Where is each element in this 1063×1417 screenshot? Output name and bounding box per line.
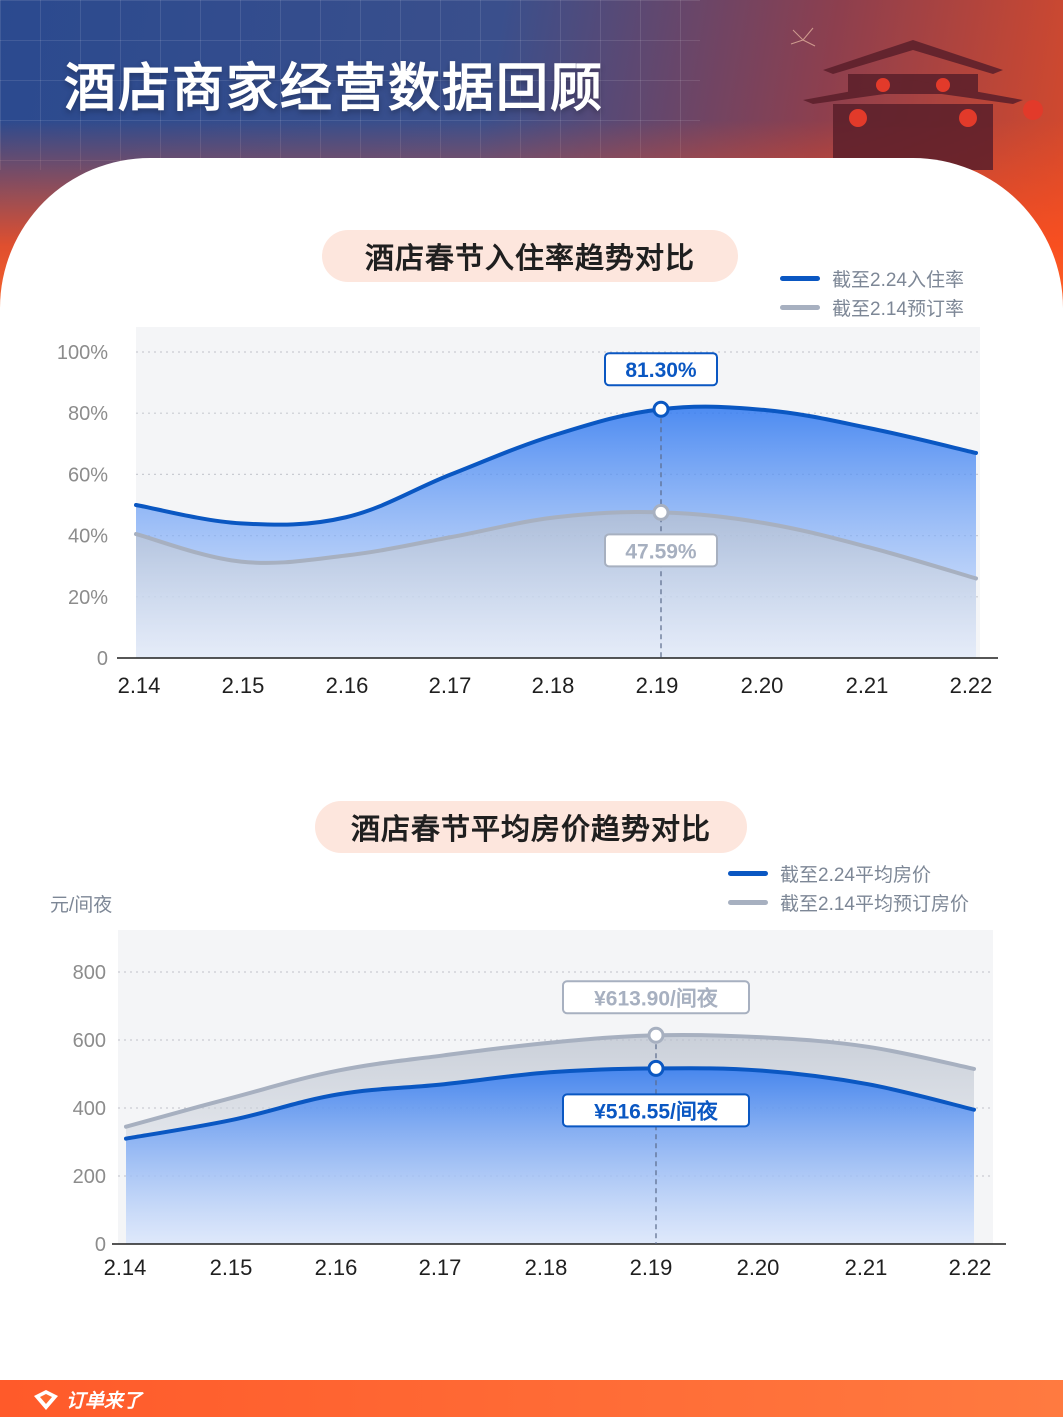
y-tick-label: 600 <box>73 1030 106 1052</box>
secondary-callout: 47.59% <box>604 533 718 568</box>
y-tick-label: 80% <box>68 403 108 425</box>
secondary-callout-box <box>562 980 750 1015</box>
secondary-highlight-point <box>652 503 670 521</box>
y-tick-label: 400 <box>73 1098 106 1120</box>
x-tick-label: 2.22 <box>949 1255 992 1280</box>
chart1-legend-secondary: 截至2.14预订率 <box>780 293 964 322</box>
legend-swatch-secondary <box>780 305 820 310</box>
y-tick-label: 60% <box>68 464 108 486</box>
x-tick-label: 2.15 <box>210 1255 253 1280</box>
y-tick-label: 20% <box>68 587 108 609</box>
x-tick-label: 2.21 <box>845 1255 888 1280</box>
chart2-legend-primary-label: 截至2.24平均房价 <box>780 865 931 886</box>
primary-series-area <box>126 1068 974 1244</box>
chart1-legend-primary-label: 截至2.24入住率 <box>832 270 964 291</box>
primary-highlight-point <box>647 1059 665 1077</box>
x-tick-label: 2.21 <box>846 673 889 698</box>
brand-name: 订单来了 <box>66 1391 143 1412</box>
chart1-title: 酒店春节入住率趋势对比 <box>322 230 738 282</box>
primary-callout-box <box>604 352 718 387</box>
x-tick-label: 2.17 <box>419 1255 462 1280</box>
chart1-legend-primary: 截至2.24入住率 <box>780 264 964 293</box>
x-tick-label: 2.19 <box>636 673 679 698</box>
chart2-title: 酒店春节平均房价趋势对比 <box>315 801 747 853</box>
secondary-callout-box <box>604 533 718 568</box>
x-tick-label: 2.15 <box>222 673 265 698</box>
chart1-legend-secondary-label: 截至2.14预订率 <box>832 299 964 320</box>
legend-swatch-secondary <box>728 900 768 905</box>
secondary-series-area <box>136 512 976 658</box>
primary-callout-box <box>562 1093 750 1128</box>
y-tick-label: 800 <box>73 962 106 984</box>
chart2-legend: 截至2.24平均房价 截至2.14平均预订房价 <box>728 859 969 917</box>
page-title: 酒店商家经营数据回顾 <box>64 60 605 118</box>
x-tick-label: 2.18 <box>525 1255 568 1280</box>
x-tick-label: 2.16 <box>326 673 369 698</box>
secondary-callout-label: 47.59% <box>625 540 697 563</box>
secondary-highlight-point <box>647 1026 665 1044</box>
x-tick-label: 2.19 <box>630 1255 673 1280</box>
primary-callout-label: ¥516.55/间夜 <box>594 1099 719 1123</box>
secondary-callout-label: ¥613.90/间夜 <box>594 986 719 1010</box>
x-tick-label: 2.18 <box>532 673 575 698</box>
x-tick-label: 2.17 <box>429 673 472 698</box>
x-tick-label: 2.14 <box>104 1255 147 1280</box>
legend-swatch-primary <box>728 871 768 876</box>
y-tick-label: 100% <box>57 342 108 364</box>
brand-mark-icon <box>34 1389 58 1410</box>
chart2-legend-primary: 截至2.24平均房价 <box>728 859 969 888</box>
primary-highlight-point <box>652 400 670 418</box>
footer-bar: 订单来了 <box>0 1380 1063 1417</box>
x-tick-label: 2.20 <box>737 1255 780 1280</box>
secondary-series-line <box>124 1032 976 1129</box>
primary-series-line <box>124 1066 976 1141</box>
y-tick-label: 200 <box>73 1166 106 1188</box>
temple-illustration <box>790 27 1043 170</box>
chart1-legend: 截至2.24入住率 截至2.14预订率 <box>780 264 964 322</box>
legend-swatch-primary <box>780 276 820 281</box>
primary-callout-label: 81.30% <box>625 359 697 382</box>
x-tick-label: 2.14 <box>118 673 161 698</box>
secondary-series-line <box>134 510 978 581</box>
x-tick-label: 2.20 <box>741 673 784 698</box>
x-tick-label: 2.22 <box>950 673 993 698</box>
primary-callout: ¥516.55/间夜 <box>562 1093 750 1128</box>
primary-callout: 81.30% <box>604 352 718 387</box>
secondary-callout: ¥613.90/间夜 <box>562 980 750 1015</box>
x-tick-label: 2.16 <box>315 1255 358 1280</box>
primary-series-line <box>134 404 978 527</box>
brand-logo: 订单来了 <box>32 1386 142 1413</box>
y-tick-label: 0 <box>95 1234 106 1256</box>
y-tick-label: 0 <box>97 648 108 670</box>
chart2-legend-secondary-label: 截至2.14平均预订房价 <box>780 894 969 915</box>
chart2-unit-label: 元/间夜 <box>50 895 113 916</box>
y-tick-label: 40% <box>68 526 108 548</box>
chart2-legend-secondary: 截至2.14平均预订房价 <box>728 888 969 917</box>
